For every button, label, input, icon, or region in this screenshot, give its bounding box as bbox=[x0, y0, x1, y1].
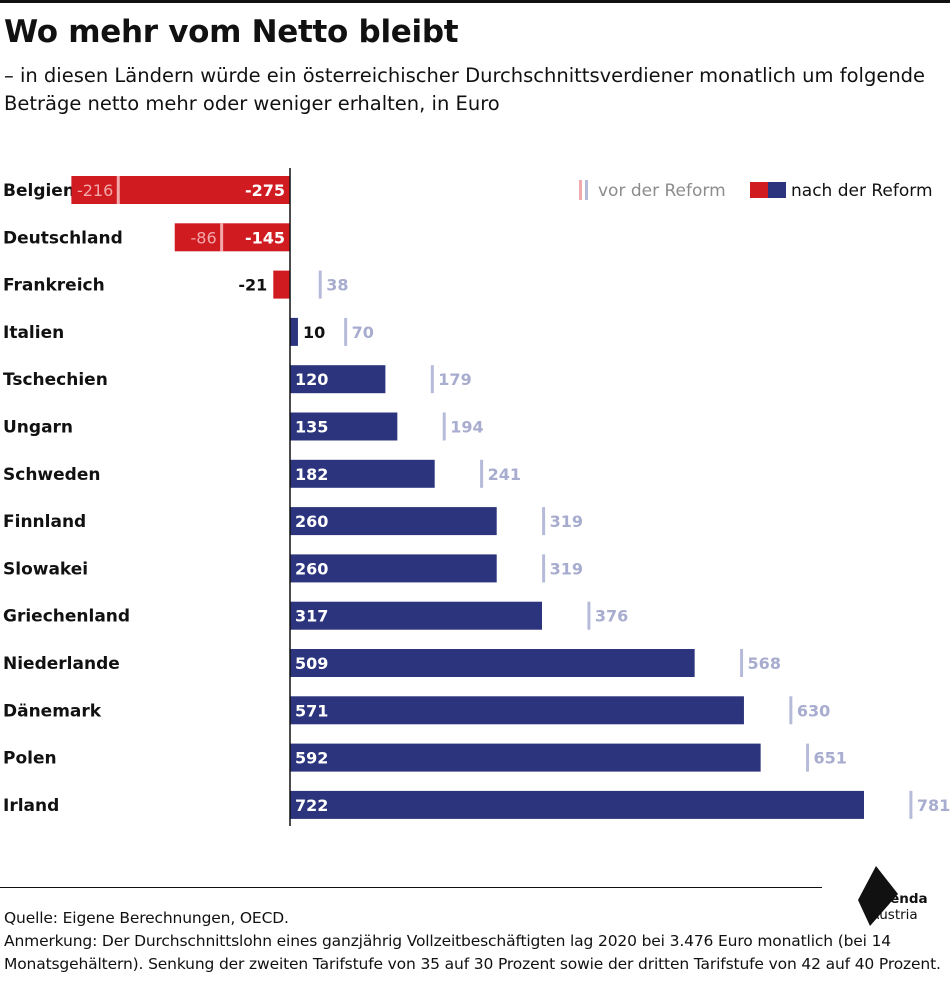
bar-after-reform bbox=[290, 743, 761, 772]
value-label-after: 592 bbox=[295, 749, 328, 768]
category-label: Deutschland bbox=[3, 228, 123, 248]
category-label: Niederlande bbox=[3, 654, 120, 674]
agenda-austria-logo-icon bbox=[858, 866, 898, 926]
value-label-after: 260 bbox=[295, 559, 328, 578]
footer: Quelle: Eigene Berechnungen, OECD. Anmer… bbox=[4, 907, 948, 976]
legend-label-before: vor der Reform bbox=[598, 181, 726, 201]
legend-swatch-positive bbox=[768, 182, 786, 198]
bar-after-reform bbox=[290, 601, 543, 630]
category-label: Ungarn bbox=[3, 418, 73, 438]
category-label: Finnland bbox=[3, 512, 86, 532]
marker-before-reform bbox=[740, 649, 744, 677]
value-label-after: 571 bbox=[295, 701, 328, 720]
value-label-after: -21 bbox=[238, 276, 267, 295]
value-label-before: 38 bbox=[326, 276, 348, 295]
logo-line1: Agenda bbox=[870, 891, 928, 907]
value-label-after: 120 bbox=[295, 370, 328, 389]
top-rule bbox=[0, 0, 950, 3]
source-note: Quelle: Eigene Berechnungen, OECD. bbox=[4, 909, 289, 927]
value-label-after: -145 bbox=[245, 228, 285, 247]
value-label-after: 182 bbox=[295, 465, 328, 484]
marker-before-reform bbox=[116, 176, 120, 204]
bar-after-reform bbox=[290, 554, 497, 583]
value-label-before: 179 bbox=[438, 370, 471, 389]
bar-after-reform bbox=[290, 365, 386, 394]
value-label-before: 376 bbox=[595, 607, 628, 626]
category-label: Irland bbox=[3, 796, 59, 816]
legend-marker-negative bbox=[579, 180, 582, 200]
marker-before-reform bbox=[789, 696, 793, 725]
value-label-before: 568 bbox=[748, 654, 781, 673]
chart-subtitle: – in diesen Ländern würde ein österreich… bbox=[4, 64, 926, 115]
value-label-before: -216 bbox=[77, 181, 113, 200]
category-label: Tschechien bbox=[3, 370, 108, 390]
marker-before-reform bbox=[806, 743, 810, 772]
value-label-before: 781 bbox=[917, 796, 950, 815]
bar-after-reform bbox=[290, 790, 864, 819]
bar-after-reform bbox=[71, 176, 290, 204]
bar-after-reform bbox=[174, 223, 290, 252]
bar-after-reform bbox=[290, 459, 435, 488]
value-label-before: 70 bbox=[352, 323, 374, 342]
value-label-after: -275 bbox=[245, 181, 285, 200]
bar-after-reform bbox=[290, 317, 298, 346]
bar-after-reform bbox=[290, 507, 497, 536]
marker-before-reform bbox=[480, 459, 484, 488]
category-label: Slowakei bbox=[3, 559, 88, 579]
marker-before-reform bbox=[542, 507, 546, 536]
category-label: Polen bbox=[3, 749, 57, 769]
remark-note: Anmerkung: Der Durchschnittslohn eines g… bbox=[4, 932, 941, 973]
value-label-after: 722 bbox=[295, 796, 328, 815]
marker-before-reform bbox=[430, 365, 434, 394]
bar-after-reform bbox=[290, 696, 744, 725]
value-label-before: 194 bbox=[450, 418, 483, 437]
chart-title: Wo mehr vom Netto bleibt bbox=[4, 14, 459, 50]
value-label-after: 260 bbox=[295, 512, 328, 531]
bar-after-reform bbox=[273, 270, 290, 299]
legend-label-after: nach der Reform bbox=[791, 181, 933, 201]
marker-before-reform bbox=[909, 790, 913, 819]
marker-before-reform bbox=[542, 554, 546, 583]
bar-after-reform bbox=[290, 412, 398, 441]
marker-before-reform bbox=[344, 317, 348, 346]
category-label: Schweden bbox=[3, 465, 100, 485]
marker-before-reform bbox=[442, 412, 446, 441]
category-label: Italien bbox=[3, 323, 64, 343]
marker-before-reform bbox=[587, 601, 591, 630]
category-label: Belgien bbox=[3, 181, 75, 201]
value-label-before: 319 bbox=[550, 512, 583, 531]
value-label-after: 10 bbox=[303, 323, 325, 342]
value-label-before: 630 bbox=[797, 701, 830, 720]
value-label-after: 509 bbox=[295, 654, 328, 673]
value-label-before: 241 bbox=[488, 465, 521, 484]
marker-before-reform bbox=[318, 270, 322, 299]
value-label-before: -86 bbox=[190, 228, 216, 247]
value-label-before: 319 bbox=[550, 559, 583, 578]
value-label-after: 135 bbox=[295, 418, 328, 437]
bar-after-reform bbox=[290, 649, 695, 677]
value-label-after: 317 bbox=[295, 607, 328, 626]
category-label: Frankreich bbox=[3, 276, 105, 296]
category-label: Dänemark bbox=[3, 701, 102, 721]
legend-marker-positive bbox=[585, 180, 588, 200]
category-label: Griechenland bbox=[3, 607, 130, 627]
logo-line2: Austria bbox=[870, 907, 918, 923]
value-label-before: 651 bbox=[814, 749, 847, 768]
bottom-rule bbox=[0, 887, 822, 888]
legend-swatch-negative bbox=[750, 182, 768, 198]
marker-before-reform bbox=[220, 223, 224, 252]
